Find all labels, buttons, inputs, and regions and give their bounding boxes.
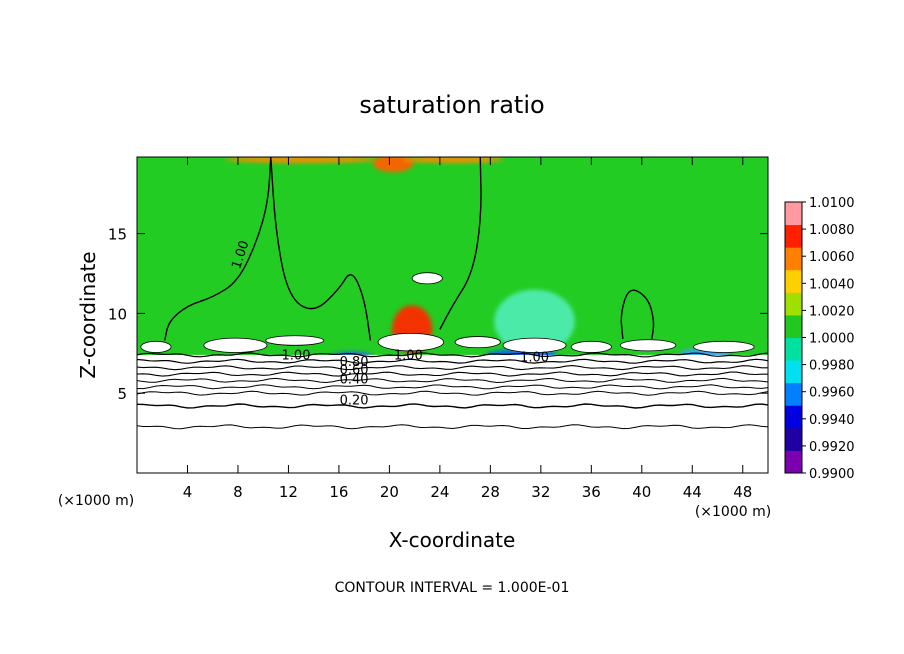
cloud-gap (377, 332, 445, 352)
x-tick-label: 4 (183, 483, 193, 501)
contour-line (137, 390, 768, 396)
contour-line-1-00 (270, 157, 372, 341)
cloud-gap (502, 337, 567, 353)
colorbar-label: 0.9920 (809, 440, 855, 455)
contour-line (137, 358, 768, 364)
field-patch (494, 289, 575, 354)
x-tick-label: 20 (380, 483, 399, 501)
contour-label: 0.20 (340, 393, 369, 408)
field-patch (402, 157, 503, 163)
y-tick-label: 15 (108, 226, 127, 244)
plot-frame (136, 156, 769, 474)
contour-line-1-00 (164, 157, 272, 341)
colorbar-swatch (785, 405, 802, 429)
x-axis: 4 8 12 16 20 24 28 32 36 40 44 48 (183, 157, 752, 501)
cloud-gap (140, 340, 172, 353)
x-tick-label: 40 (632, 483, 651, 501)
contour-line (137, 384, 768, 390)
colorbar-label: 0.9960 (809, 386, 855, 401)
contour-label: 1.00 (394, 349, 423, 364)
colorbar-swatch (785, 224, 802, 248)
y-tick-label: 10 (108, 305, 127, 323)
plot-area (137, 157, 768, 473)
contour-line (137, 365, 768, 371)
cloud-gap (693, 340, 755, 353)
x-axis-label: X-coordinate (389, 528, 516, 552)
colorbar-label: 1.0080 (809, 223, 855, 238)
colorbar-label: 1.0100 (809, 196, 855, 211)
x-tick-label: 24 (430, 483, 449, 501)
x-tick-label: 28 (481, 483, 500, 501)
cloud-base-gaps (140, 272, 755, 353)
colorbar-label: 0.9940 (809, 413, 855, 428)
contour-label: 1.00 (282, 349, 311, 364)
colorbar-swatch (785, 427, 802, 451)
colorbar-label: 1.0000 (809, 332, 855, 347)
contour-interval-note: CONTOUR INTERVAL = 1.000E-01 (335, 580, 570, 596)
colorbar-swatch (785, 269, 802, 293)
cloud-gap (411, 272, 443, 285)
colorbar-label: 1.0060 (809, 250, 855, 265)
cloud-gap (265, 335, 325, 346)
contour-label: 1.00 (520, 350, 549, 365)
contour-label: 0.40 (340, 373, 369, 388)
contour-line-1-00 (620, 289, 655, 340)
colorbar-swatch (785, 360, 802, 384)
contour-line (137, 377, 768, 384)
colorbar: 1.0100 1.0080 1.0060 1.0040 1.0020 1.0000 0.99… (784, 196, 855, 482)
colorbar-label: 1.0020 (809, 304, 855, 319)
x-tick-label: 44 (683, 483, 702, 501)
contour-label: 0.60 (340, 363, 369, 378)
cloud-gap (570, 340, 612, 353)
x-tick-label: 32 (531, 483, 550, 501)
x-tick-label: 48 (733, 483, 752, 501)
colorbar-swatch (785, 382, 802, 406)
x-unit-label: (×1000 m) (695, 504, 771, 520)
colorbar-swatch (785, 450, 802, 474)
colorbar-label: 0.9980 (809, 359, 855, 374)
x-tick-label: 8 (233, 483, 243, 501)
chart-title: saturation ratio (359, 91, 544, 119)
cloud-gap (619, 339, 677, 352)
colorbar-swatch (785, 292, 802, 316)
contour-lines (137, 157, 768, 430)
contour-line (137, 424, 768, 430)
x-tick-label: 16 (329, 483, 348, 501)
contour-line (137, 403, 768, 409)
field-patch (373, 157, 414, 173)
colorbar-swatch (785, 314, 802, 338)
y-axis: 5 10 15 (108, 226, 768, 403)
contour-line (137, 352, 768, 358)
x-tick-label: 12 (279, 483, 298, 501)
colorbar-swatch (785, 337, 802, 361)
colorbar-label: 1.0040 (809, 277, 855, 292)
cloud-gap (203, 337, 268, 353)
y-unit-label: (×1000 m) (58, 493, 134, 509)
colorbar-swatch (785, 247, 802, 271)
colorbar-swatch (785, 202, 802, 226)
y-tick-label: 5 (117, 385, 127, 403)
cloud-gap (454, 336, 501, 349)
y-axis-label: Z-coordinate (76, 251, 100, 378)
colorbar-label: 0.9900 (809, 467, 855, 482)
contour-line (137, 371, 768, 377)
contour-line-1-00 (439, 157, 482, 330)
contour-label: 0.80 (340, 355, 369, 370)
x-tick-label: 36 (582, 483, 601, 501)
